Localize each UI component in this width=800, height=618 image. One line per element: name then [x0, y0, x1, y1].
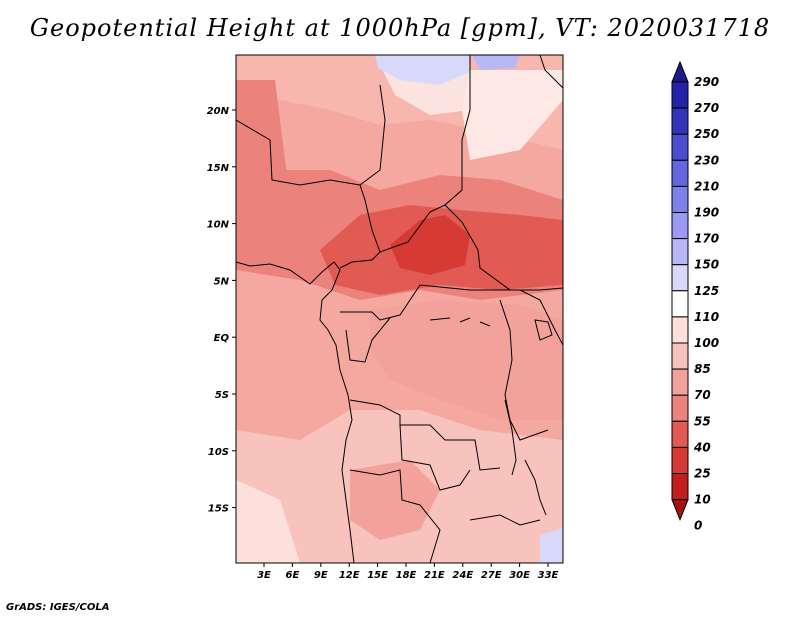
colorbar-label: 55	[694, 414, 711, 428]
lon-tick-label: 33E	[538, 570, 559, 581]
lat-tick-label: 5S	[215, 390, 229, 401]
colorbar-label: 10	[694, 493, 711, 507]
colorbar-label: 70	[694, 388, 711, 402]
colorbar-label: 100	[694, 336, 719, 350]
height-field	[236, 55, 563, 563]
colorbar-label: 250	[694, 127, 719, 141]
colorbar-label: 25	[694, 467, 711, 481]
colorbar-segment	[671, 264, 689, 292]
lon-tick-label: 24E	[452, 570, 473, 581]
border-sahel-north	[236, 119, 361, 186]
lake-tanganyika	[504, 399, 517, 476]
lat-tick-label: 10N	[207, 220, 230, 231]
border-mozambique	[524, 459, 547, 516]
lon-tick-label: 15E	[367, 570, 388, 581]
border-niger-chad	[359, 84, 386, 201]
lat-tick-label: 5N	[214, 276, 230, 287]
coastline-west	[236, 261, 355, 563]
colorbar-segment	[671, 342, 689, 370]
field-core	[390, 215, 470, 275]
border-namibia	[349, 469, 441, 563]
colorbar-top-arrow	[671, 60, 689, 83]
lon-tick-label: 12E	[339, 570, 360, 581]
field-blue-south	[540, 528, 563, 563]
colorbar-segment	[671, 473, 689, 501]
colorbar-label: 290	[694, 75, 719, 89]
colorbar-bottom-arrow	[671, 499, 689, 521]
border-gabon	[345, 317, 391, 363]
border-zambia	[399, 424, 471, 491]
border-cameroon	[339, 251, 381, 269]
lat-tick-label: 15N	[207, 163, 230, 174]
lon-tick-label: 27E	[481, 570, 502, 581]
lat-tick-label: EQ	[214, 333, 230, 344]
colorbar-label: 230	[694, 153, 719, 167]
map-boundaries	[236, 55, 563, 563]
colorbar-label: 270	[694, 101, 719, 115]
longitude-axis: 3E 6E 9E 12E 15E 18E 21E 24E 27E 30E 33E	[257, 563, 559, 581]
colorbar-label: 170	[694, 232, 719, 246]
lon-tick-label: 30E	[509, 570, 530, 581]
river-congo	[429, 317, 491, 327]
colorbar-label: 190	[694, 206, 719, 220]
colorbar-segment	[671, 446, 689, 474]
colorbar-label: 125	[694, 284, 719, 298]
colorbar-segment	[671, 238, 689, 266]
lon-tick-label: 9E	[314, 570, 328, 581]
grads-credit: GrADS: IGES/COLA	[6, 602, 110, 613]
latitude-axis: 20N 15N 10N 5N EQ 5S 10S 15S	[207, 106, 236, 515]
colorbar: 2902702502302101901701501251101008570554…	[671, 60, 719, 533]
lat-tick-label: 20N	[207, 106, 230, 117]
colorbar-label: 85	[694, 362, 711, 376]
colorbar-segment	[671, 316, 689, 344]
lon-tick-label: 3E	[257, 570, 271, 581]
field-south-patch	[350, 460, 440, 540]
colorbar-label: 150	[694, 258, 719, 272]
colorbar-label: 40	[693, 440, 711, 454]
lat-tick-label: 15S	[208, 504, 229, 515]
colorbar-segment	[671, 133, 689, 161]
border-uganda	[519, 289, 563, 346]
border-libya-sudan	[444, 55, 471, 206]
lon-tick-label: 21E	[424, 570, 445, 581]
border-east-africa	[499, 299, 549, 441]
colorbar-segment	[671, 159, 689, 187]
lake-victoria	[534, 319, 553, 341]
lon-tick-label: 6E	[286, 570, 300, 581]
coastline-red-sea	[539, 55, 563, 89]
colorbar-segment	[671, 420, 689, 448]
colorbar-segment	[671, 368, 689, 396]
field-blue-north	[375, 55, 470, 85]
lat-tick-label: 10S	[208, 447, 229, 458]
colorbar-label: 210	[694, 179, 719, 193]
field-congo	[370, 300, 563, 420]
map-frame	[235, 54, 564, 564]
border-angola	[349, 399, 501, 471]
colorbar-segment	[671, 185, 689, 213]
colorbar-segment	[671, 212, 689, 240]
colorbar-segment	[671, 107, 689, 135]
field-blue-north-dark	[472, 55, 520, 70]
lon-tick-label: 18E	[396, 570, 417, 581]
colorbar-segment	[671, 81, 689, 109]
colorbar-segment	[671, 394, 689, 422]
field-white-ne	[462, 70, 563, 160]
border-zimbabwe	[469, 514, 541, 526]
border-congo-north	[340, 284, 520, 321]
colorbar-label: 110	[694, 310, 719, 324]
colorbar-label: 0	[694, 519, 702, 533]
chart-title: Geopotential Height at 1000hPa [gpm], VT…	[29, 14, 771, 42]
colorbar-segment	[671, 290, 689, 318]
field-sw-light	[236, 480, 300, 563]
